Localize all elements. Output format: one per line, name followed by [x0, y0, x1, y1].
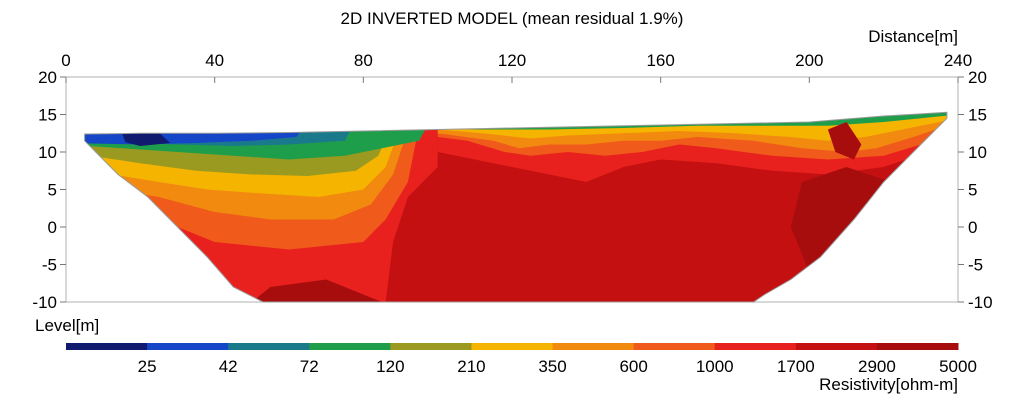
- colorbar-tick-label: 120: [376, 357, 404, 376]
- y-tick-label-right: -5: [968, 256, 983, 275]
- colorbar-segment: [228, 343, 310, 350]
- y-tick-label-left: -5: [42, 256, 57, 275]
- colorbar-segment: [66, 343, 148, 350]
- y-tick-label-right: 15: [968, 106, 987, 125]
- colorbar-segment: [147, 343, 229, 350]
- x-tick-label: 80: [354, 51, 373, 70]
- x-tick-label: 200: [795, 51, 823, 70]
- x-tick-label: 40: [205, 51, 224, 70]
- colorbar-segment: [714, 343, 797, 350]
- x-axis-label: Distance[m]: [868, 27, 958, 46]
- y-tick-label-left: 20: [38, 68, 57, 87]
- colorbar: [66, 343, 959, 350]
- y-tick-labels-left: 20 15 10 5 0 -5 -10: [32, 68, 57, 312]
- colorbar-tick-labels: 25 42 72 120 210 350 600 1000 1700 2900 5000: [138, 357, 977, 376]
- chart-title: 2D INVERTED MODEL (mean residual 1.9%): [341, 9, 684, 28]
- section-outline: [84, 111, 948, 303]
- y-tick-label-left: -10: [32, 293, 57, 312]
- colorbar-tick-label: 42: [219, 357, 238, 376]
- colorbar-segment: [309, 343, 391, 350]
- x-tick-label: 160: [646, 51, 674, 70]
- colorbar-segment: [390, 343, 472, 350]
- y-tick-label-left: 5: [48, 181, 57, 200]
- y-tick-label-right: -10: [968, 293, 993, 312]
- colorbar-label: Resistivity[ohm-m]: [819, 375, 958, 394]
- resistivity-section: [84, 112, 947, 302]
- colorbar-segment: [795, 343, 878, 350]
- y-tick-label-right: 10: [968, 143, 987, 162]
- colorbar-tick-label: 350: [538, 357, 566, 376]
- y-tick-label-right: 5: [968, 181, 977, 200]
- x-tick-label: 120: [498, 51, 526, 70]
- colorbar-segment: [471, 343, 554, 350]
- colorbar-tick-label: 210: [457, 357, 485, 376]
- colorbar-tick-label: 2900: [858, 357, 896, 376]
- zone-right-deep: [790, 167, 921, 280]
- colorbar-segment: [552, 343, 635, 350]
- colorbar-tick-label: 1700: [777, 357, 815, 376]
- zone-25: [121, 132, 171, 146]
- y-tick-label-left: 15: [38, 106, 57, 125]
- colorbar-tick-label: 1000: [696, 357, 734, 376]
- y-tick-label-right: 0: [968, 218, 977, 237]
- zone-right-deep2: [827, 122, 862, 160]
- x-tick-label: 240: [944, 51, 972, 70]
- y-tick-label-right: 20: [968, 68, 987, 87]
- colorbar-segment: [876, 343, 959, 350]
- colorbar-tick-label: 72: [300, 357, 319, 376]
- colorbar-tick-label: 600: [619, 357, 647, 376]
- y-tick-label-left: 10: [38, 143, 57, 162]
- x-tick-labels: 0 40 80 120 160 200 240: [61, 51, 972, 70]
- colorbar-tick-label: 25: [138, 357, 157, 376]
- colorbar-segment: [633, 343, 716, 350]
- x-tick-label: 0: [61, 51, 70, 70]
- zone-bottom-deep: [251, 279, 382, 302]
- colorbar-tick-label: 5000: [939, 357, 977, 376]
- y-tick-labels-right: 20 15 10 5 0 -5 -10: [968, 68, 993, 312]
- y-tick-label-left: 0: [48, 218, 57, 237]
- y-axis-label: Level[m]: [35, 316, 99, 335]
